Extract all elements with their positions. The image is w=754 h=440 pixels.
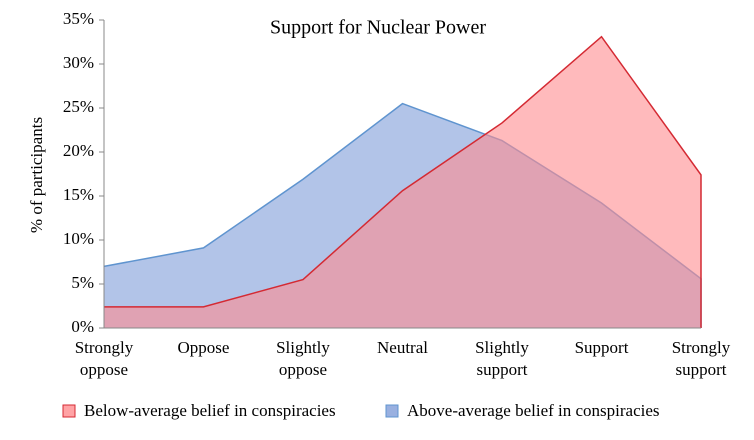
y-tick-label: 35% (63, 9, 94, 28)
y-tick-label: 5% (71, 273, 94, 292)
area (104, 36, 701, 328)
legend-swatch (62, 404, 76, 418)
y-axis-label: % of participants (27, 117, 46, 233)
y-tick-label: 30% (63, 53, 94, 72)
area-line (104, 35, 702, 328)
x-tick-label: Neutral (377, 338, 428, 357)
x-tick-label: Slightly oppose (276, 338, 330, 379)
x-tick-label: Oppose (178, 338, 230, 357)
x-tick-label: Slightly support (475, 338, 529, 379)
x-tick-label: Support (575, 338, 629, 357)
x-tick-label: Strongly oppose (75, 338, 134, 379)
legend-label: Below-average belief in conspiracies (84, 401, 336, 420)
y-tick-label: 15% (63, 185, 94, 204)
y-tick-label: 20% (63, 141, 94, 160)
legend-label: Above-average belief in conspiracies (407, 401, 660, 420)
y-tick-label: 10% (63, 229, 94, 248)
legend-swatch (385, 404, 399, 418)
chart-title: Support for Nuclear Power (270, 17, 486, 39)
x-tick-label: Strongly support (672, 338, 731, 379)
y-tick-label: 25% (63, 97, 94, 116)
y-tick-label: 0% (71, 317, 94, 336)
